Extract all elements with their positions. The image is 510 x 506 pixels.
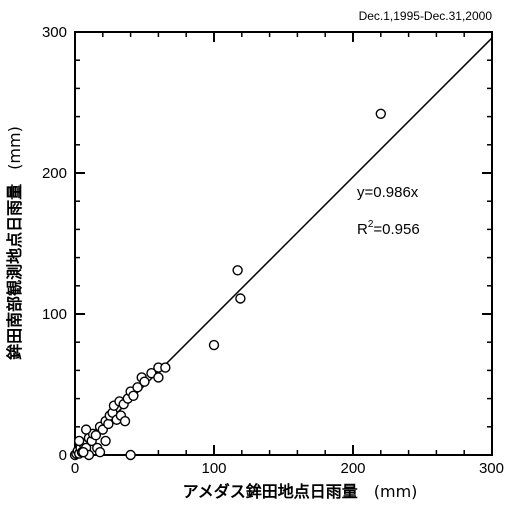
data-point xyxy=(128,390,139,401)
x-axis-title-text: アメダス鉾田地点日雨量 xyxy=(183,482,358,501)
x-tick-label: 200 xyxy=(340,460,365,477)
x-tick-label: 300 xyxy=(479,460,504,477)
data-point xyxy=(153,372,164,383)
x-axis-title: アメダス鉾田地点日雨量 (mm) xyxy=(183,482,418,501)
data-point xyxy=(100,435,111,447)
plot-frame xyxy=(74,31,493,456)
data-point xyxy=(232,265,243,276)
data-point xyxy=(90,430,102,441)
r-squared: R2=0.956 xyxy=(357,219,420,238)
data-point xyxy=(80,424,92,435)
data-point xyxy=(235,293,246,304)
r-squared-value: =0.956 xyxy=(373,221,419,238)
y-axis-title-text: 鉾田南部観測地点日雨量 xyxy=(5,184,24,360)
data-point xyxy=(78,446,89,458)
data-point xyxy=(375,108,386,119)
y-axis-title-unit: (mm) xyxy=(5,126,24,170)
data-point xyxy=(73,435,85,447)
period-note: Dec.1,1995-Dec.31,2000 xyxy=(359,9,493,23)
data-points xyxy=(69,108,386,461)
data-point xyxy=(139,376,150,387)
regression-equation: y=0.986x xyxy=(357,184,419,201)
y-axis-title: 鉾田南部観測地点日雨量 (mm) xyxy=(5,126,24,360)
x-tick-labels: 0 100 200 300 xyxy=(71,460,504,477)
x-tick-label: 0 xyxy=(71,460,79,477)
major-ticks xyxy=(74,31,493,456)
y-tick-label: 200 xyxy=(42,165,67,182)
data-point xyxy=(119,415,131,427)
r-squared-superscript: 2 xyxy=(368,219,374,230)
y-tick-label: 100 xyxy=(42,306,67,323)
y-tick-label: 0 xyxy=(59,447,67,464)
x-tick-label: 100 xyxy=(201,460,226,477)
data-point xyxy=(160,362,171,373)
data-point xyxy=(208,339,220,351)
r-squared-prefix: R xyxy=(357,221,368,238)
y-tick-label: 300 xyxy=(42,24,67,41)
data-point xyxy=(94,446,106,458)
data-point xyxy=(103,418,114,430)
y-tick-labels: 0 100 200 300 xyxy=(42,24,67,464)
x-axis-title-unit: (mm) xyxy=(374,482,418,501)
data-point xyxy=(132,382,143,393)
data-point xyxy=(125,449,136,461)
